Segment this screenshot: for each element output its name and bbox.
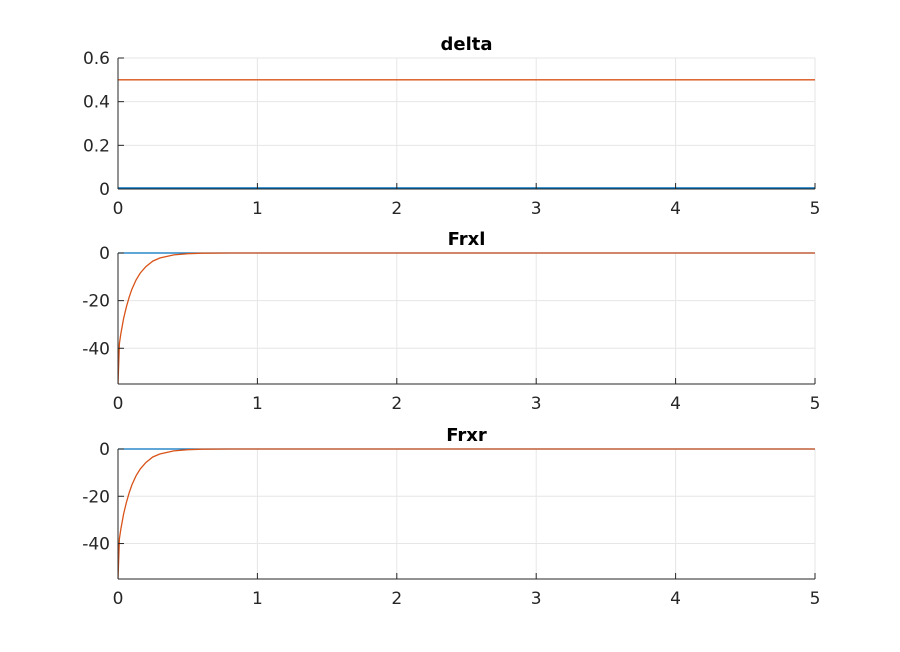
series-line-2 [118, 448, 815, 580]
x-tick-label: 0 [113, 199, 124, 219]
x-tick-label: 0 [113, 589, 124, 609]
x-tick-label: 1 [252, 589, 263, 609]
x-tick-label: 4 [670, 589, 681, 609]
y-tick-label: 0.2 [83, 136, 110, 156]
y-tick-label: 0.4 [83, 93, 110, 113]
x-tick-label: 3 [531, 199, 542, 219]
x-tick-label: 4 [670, 199, 681, 219]
subplot-title: delta [440, 34, 492, 55]
plot-area [118, 58, 815, 189]
y-tick-label: -40 [82, 339, 110, 359]
y-tick-label: 0 [99, 180, 110, 200]
y-tick-label: -20 [82, 487, 110, 507]
y-tick-label: 0 [99, 244, 110, 264]
x-tick-label: 1 [252, 394, 263, 414]
plot-area [118, 253, 815, 384]
plot-area [118, 449, 815, 579]
x-tick-label: 4 [670, 394, 681, 414]
y-tick-label: 0 [99, 440, 110, 460]
x-tick-label: 5 [810, 394, 821, 414]
subplot-2: 0 1 2 3 4 5 -40 -20 0 Frxl [82, 229, 820, 414]
x-tick-label: 5 [810, 199, 821, 219]
subplot-3: 0 1 2 3 4 5 -40 -20 0 Frxr [82, 425, 820, 609]
subplot-title: Frxl [448, 229, 486, 250]
series-line-2 [118, 252, 815, 385]
x-tick-label: 2 [391, 199, 402, 219]
x-tick-label: 0 [113, 394, 124, 414]
x-tick-label: 3 [531, 589, 542, 609]
x-tick-label: 1 [252, 199, 263, 219]
x-tick-label: 2 [391, 394, 402, 414]
x-tick-label: 5 [810, 589, 821, 609]
y-tick-label: -40 [82, 535, 110, 555]
y-tick-label: 0.6 [83, 49, 110, 69]
subplot-title: Frxr [446, 425, 487, 446]
y-tick-label: -20 [82, 292, 110, 312]
x-tick-label: 2 [391, 589, 402, 609]
x-tick-label: 3 [531, 394, 542, 414]
subplot-1: 0 1 2 3 4 5 0 0.2 0.4 0.6 delta [83, 34, 820, 219]
